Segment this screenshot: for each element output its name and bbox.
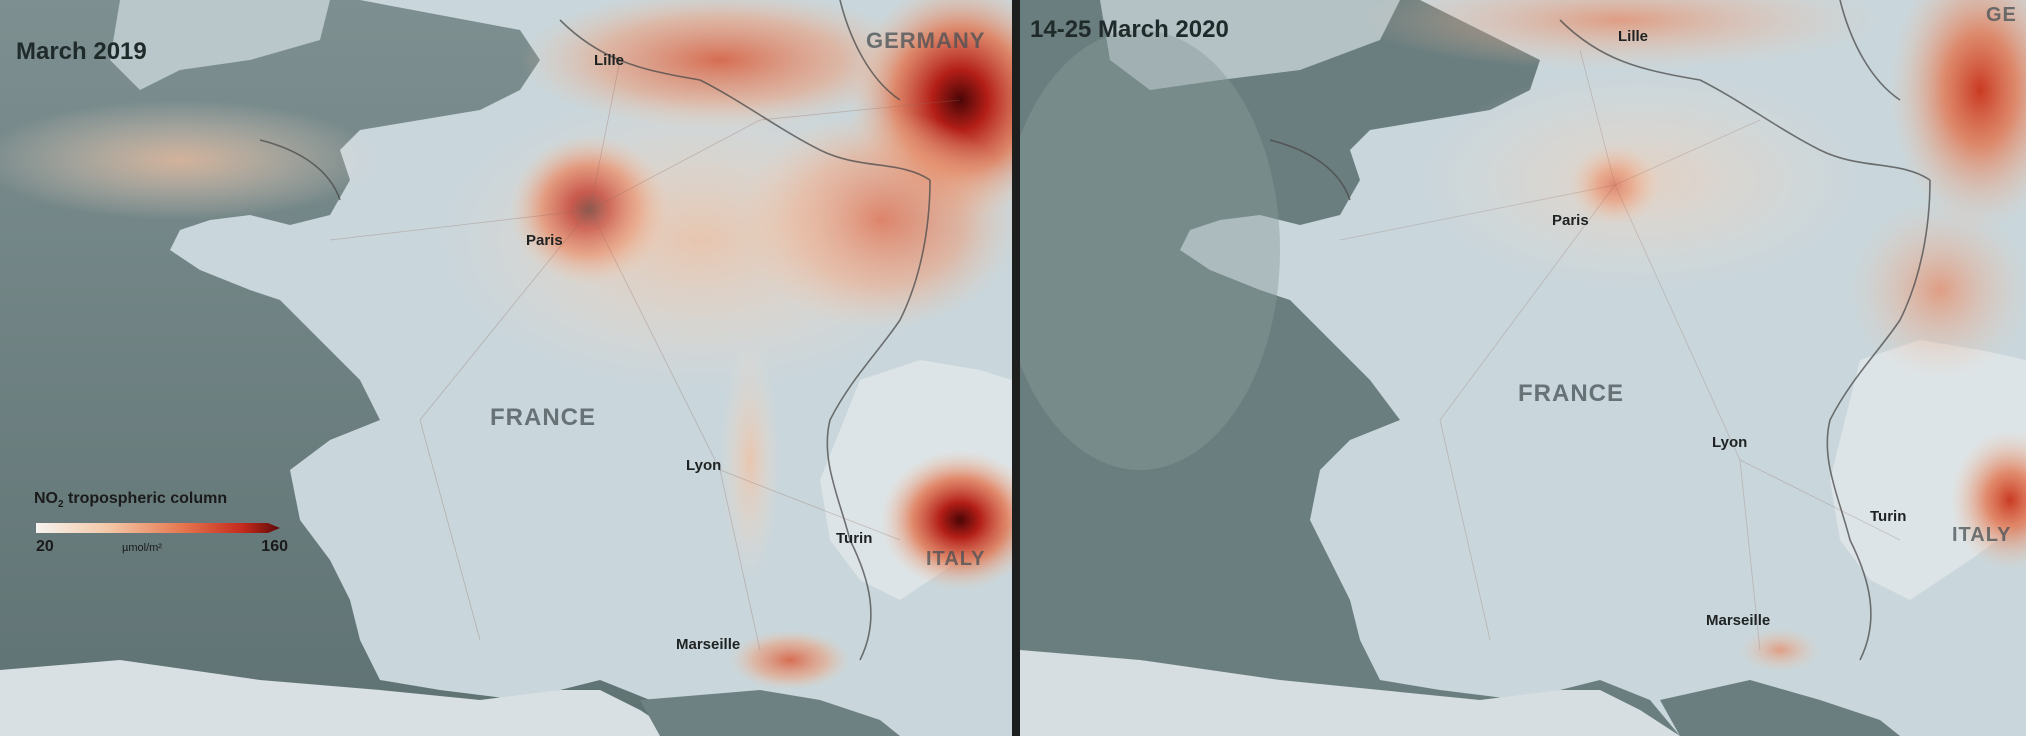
place-label-paris: Paris bbox=[526, 232, 563, 249]
country-label-italy: ITALY bbox=[926, 548, 986, 570]
no2-legend: NO2 tropospheric column 20 µmol/m² 160 bbox=[34, 482, 296, 562]
map-march-2019 bbox=[0, 0, 1012, 736]
legend-color-scale bbox=[36, 523, 280, 533]
place-label-lyon: Lyon bbox=[686, 457, 722, 474]
place-label-marseille: Marseille bbox=[1706, 612, 1771, 629]
legend-unit: µmol/m² bbox=[122, 542, 162, 554]
country-label-italy: ITALY bbox=[1952, 524, 2012, 546]
panel-title: March 2019 bbox=[16, 38, 147, 65]
country-label-france: FRANCE bbox=[1518, 380, 1624, 407]
panel-title: 14-25 March 2020 bbox=[1030, 16, 1229, 43]
legend-min-value: 20 bbox=[36, 538, 54, 555]
map-march-2020 bbox=[1020, 0, 2026, 736]
country-label-germany: GERMANY bbox=[866, 28, 986, 53]
place-label-lille: Lille bbox=[594, 52, 625, 69]
place-label-lille: Lille bbox=[1618, 28, 1649, 45]
place-label-lyon: Lyon bbox=[1712, 434, 1748, 451]
legend-max-value: 160 bbox=[261, 538, 288, 555]
country-label-germany-partial: GE bbox=[1986, 4, 2017, 26]
place-label-marseille: Marseille bbox=[676, 636, 741, 653]
place-label-turin: Turin bbox=[1870, 508, 1907, 525]
legend-title: NO2 tropospheric column bbox=[34, 490, 228, 511]
place-label-turin: Turin bbox=[836, 530, 873, 547]
panel-march-2019: March 2019 Lille Paris Lyon Turin Marsei… bbox=[0, 0, 1012, 736]
panel-march-2020: 14-25 March 2020 Lille Paris Lyon Turin … bbox=[1020, 0, 2026, 736]
country-label-france: FRANCE bbox=[490, 404, 596, 431]
place-label-paris: Paris bbox=[1552, 212, 1589, 229]
panel-divider bbox=[1012, 0, 1020, 736]
